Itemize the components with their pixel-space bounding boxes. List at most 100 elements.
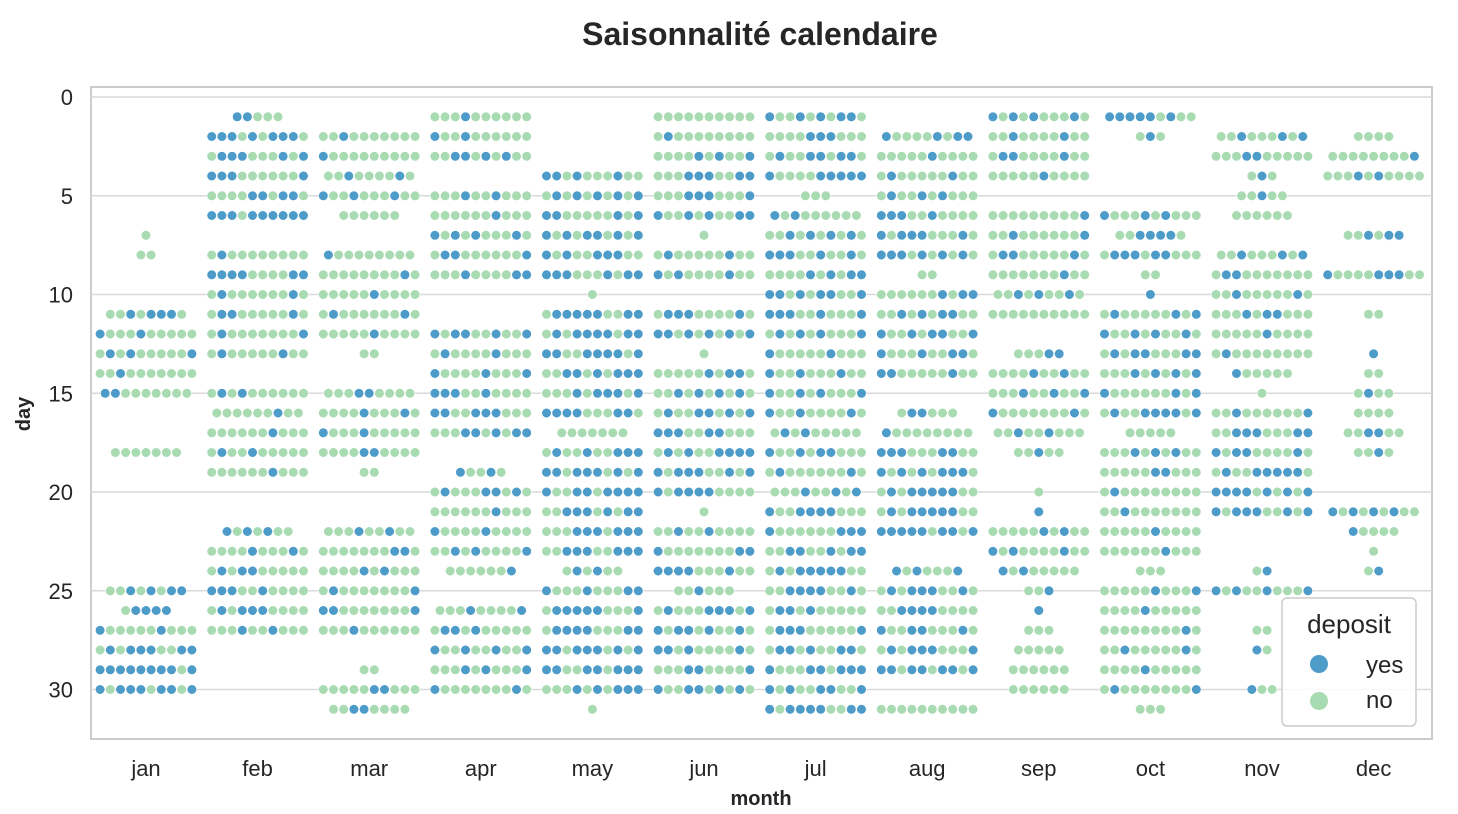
data-point xyxy=(876,664,887,675)
data-point xyxy=(571,210,583,221)
data-point xyxy=(343,388,354,399)
data-point xyxy=(1008,664,1019,675)
data-point xyxy=(216,546,227,557)
data-point xyxy=(135,348,146,359)
data-point xyxy=(278,249,289,261)
data-point xyxy=(805,546,816,557)
data-point xyxy=(1129,309,1141,320)
data-point xyxy=(764,546,775,557)
data-point xyxy=(216,467,227,478)
data-point xyxy=(784,565,796,577)
data-point xyxy=(470,210,481,221)
data-point xyxy=(663,111,674,122)
data-point xyxy=(338,407,349,419)
data-point xyxy=(1251,427,1262,438)
data-point xyxy=(927,249,938,261)
data-point xyxy=(1221,585,1232,596)
data-point xyxy=(1170,526,1181,537)
data-point xyxy=(774,230,786,241)
data-point xyxy=(227,131,238,142)
data-point xyxy=(795,151,806,162)
data-point xyxy=(501,684,512,695)
data-point xyxy=(683,447,694,458)
data-point xyxy=(561,190,573,201)
data-point xyxy=(835,644,847,656)
data-point xyxy=(1119,368,1130,379)
data-point xyxy=(1399,506,1410,517)
data-point xyxy=(967,486,979,498)
data-point xyxy=(501,151,512,162)
data-point xyxy=(1373,368,1384,379)
data-point xyxy=(521,368,532,379)
data-point xyxy=(1302,328,1313,340)
data-point xyxy=(1140,269,1151,280)
data-point xyxy=(450,684,461,695)
data-point xyxy=(470,486,481,498)
data-point xyxy=(927,309,938,320)
data-point xyxy=(247,151,258,162)
data-point xyxy=(774,565,786,577)
data-point xyxy=(582,407,593,419)
data-point xyxy=(1059,368,1070,379)
data-point xyxy=(896,151,907,162)
data-point xyxy=(227,585,238,596)
data-point xyxy=(491,526,502,537)
data-point xyxy=(1292,289,1303,300)
data-point xyxy=(1008,151,1019,162)
data-point xyxy=(784,684,796,695)
data-point xyxy=(693,131,705,142)
data-point xyxy=(841,210,852,221)
data-point xyxy=(521,407,532,419)
data-point xyxy=(779,427,791,438)
data-point xyxy=(698,348,710,359)
data-point xyxy=(886,368,897,379)
gridlines xyxy=(91,96,1432,691)
data-point xyxy=(465,605,476,616)
data-point xyxy=(633,348,644,359)
data-point xyxy=(181,388,192,399)
data-point xyxy=(1322,269,1333,280)
data-point xyxy=(328,605,339,616)
data-point xyxy=(247,605,258,616)
data-point xyxy=(734,625,745,636)
data-point xyxy=(1180,644,1192,656)
data-point xyxy=(516,605,527,616)
data-point xyxy=(693,565,705,577)
data-point xyxy=(551,467,562,478)
data-point xyxy=(328,704,339,715)
data-point xyxy=(724,526,735,537)
data-point xyxy=(927,328,938,340)
data-point xyxy=(267,427,279,438)
data-point xyxy=(1160,526,1171,537)
data-point xyxy=(825,467,837,478)
data-point xyxy=(130,447,141,458)
data-point xyxy=(800,210,811,221)
data-point xyxy=(825,328,837,340)
data-point xyxy=(501,625,512,636)
data-point xyxy=(1383,447,1394,458)
data-point xyxy=(359,664,370,675)
data-point xyxy=(693,249,705,261)
data-point xyxy=(906,664,918,675)
data-point xyxy=(501,269,512,280)
data-point xyxy=(784,131,796,142)
data-point xyxy=(835,111,847,122)
data-point xyxy=(298,190,309,201)
data-point xyxy=(774,526,786,537)
data-point xyxy=(663,467,674,478)
data-point xyxy=(1353,170,1364,182)
data-point xyxy=(784,704,796,715)
data-point xyxy=(1221,289,1232,300)
data-point xyxy=(764,170,775,182)
data-point xyxy=(389,131,400,142)
data-point xyxy=(1119,328,1130,340)
data-point xyxy=(1180,309,1192,320)
data-point xyxy=(881,427,892,438)
data-point xyxy=(511,486,522,498)
data-point xyxy=(997,368,1009,379)
data-point xyxy=(1043,644,1055,656)
data-point xyxy=(846,309,857,320)
data-point xyxy=(633,605,644,616)
data-point xyxy=(896,447,907,458)
data-point xyxy=(470,190,481,201)
